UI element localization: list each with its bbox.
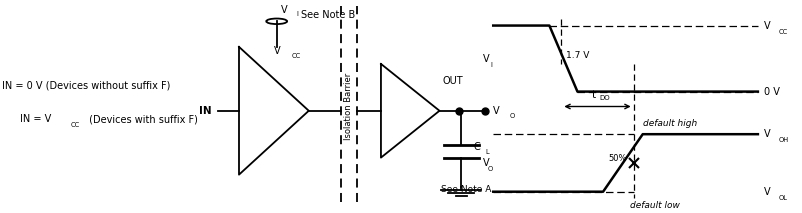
- Text: Isolation Barrier: Isolation Barrier: [344, 73, 354, 140]
- Text: L: L: [485, 149, 489, 155]
- Text: See Note A: See Note A: [441, 185, 492, 194]
- Text: O: O: [509, 113, 515, 119]
- Text: default high: default high: [643, 119, 698, 128]
- Text: CC: CC: [291, 53, 301, 59]
- Text: V: V: [764, 129, 770, 139]
- Text: default low: default low: [630, 201, 679, 210]
- Text: V: V: [493, 106, 500, 116]
- Text: I: I: [297, 11, 298, 17]
- Text: OH: OH: [779, 137, 789, 143]
- Text: IN = 0 V (Devices without suffix F): IN = 0 V (Devices without suffix F): [2, 80, 170, 90]
- Text: (Devices with suffix F): (Devices with suffix F): [86, 114, 197, 124]
- Text: 50%: 50%: [609, 154, 627, 163]
- Text: O: O: [487, 166, 492, 172]
- Text: V: V: [274, 46, 281, 56]
- Text: IN: IN: [199, 106, 212, 116]
- Text: 0 V: 0 V: [764, 87, 780, 96]
- Text: C: C: [473, 142, 480, 152]
- Text: OL: OL: [779, 195, 788, 201]
- Text: OUT: OUT: [443, 76, 464, 86]
- Text: V: V: [483, 54, 489, 63]
- Text: I: I: [491, 62, 492, 68]
- Text: CC: CC: [71, 122, 80, 128]
- Text: 1.7 V: 1.7 V: [566, 51, 589, 60]
- Text: V: V: [483, 158, 489, 168]
- Text: V: V: [764, 187, 770, 197]
- Text: t: t: [592, 90, 596, 100]
- Text: V: V: [281, 5, 287, 14]
- Text: See Note B: See Note B: [301, 10, 355, 20]
- Text: DO: DO: [599, 95, 610, 101]
- Text: CC: CC: [779, 29, 788, 35]
- Text: V: V: [764, 21, 770, 30]
- Text: IN = V: IN = V: [20, 114, 51, 124]
